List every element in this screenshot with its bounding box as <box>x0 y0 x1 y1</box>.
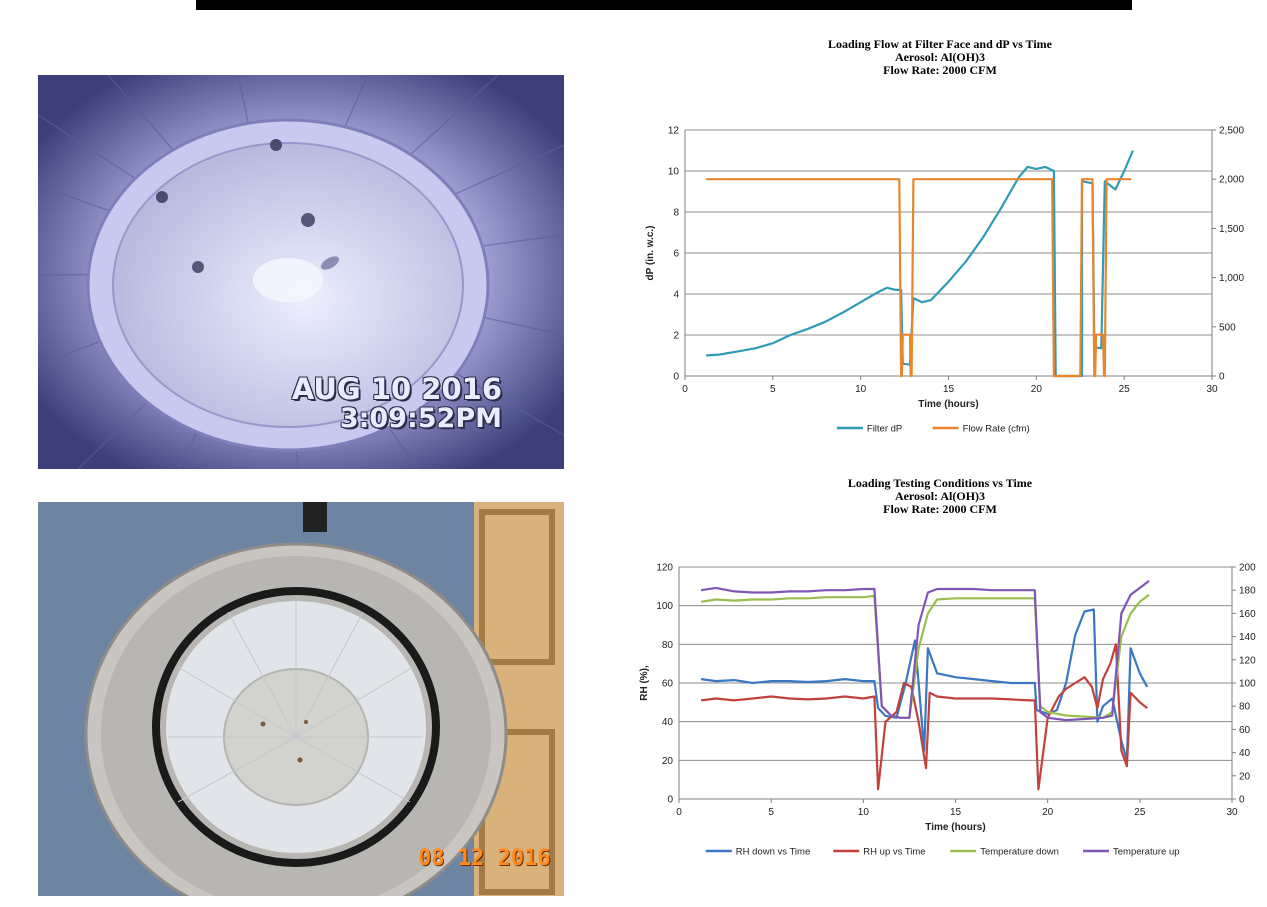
chart2-ytick-label: 80 <box>662 640 674 651</box>
chart1-xtick-label: 0 <box>682 384 688 395</box>
chart2-series-4-line <box>700 580 1150 722</box>
chart2-xtick-label: 5 <box>768 807 774 818</box>
chart1-xtick-label: 15 <box>943 384 955 395</box>
chart2-y2tick-label: 20 <box>1239 771 1251 782</box>
chart1-ytick-label: 4 <box>673 290 679 301</box>
photo-date-stamp: AUG 10 2016 <box>291 372 502 406</box>
chart2-svg: 0204060801001200204060801001201401601802… <box>639 563 1256 858</box>
chart1-y2tick-label: 1,000 <box>1219 273 1244 284</box>
chart2-legend-label-1: RH down vs Time <box>736 847 810 858</box>
chart2-ytick-label: 20 <box>662 756 674 767</box>
chart2-y2tick-label: 80 <box>1239 702 1251 713</box>
chart1-series-1-line <box>706 150 1134 378</box>
filter-interior-photo: AUG 10 2016 3:09:52PM <box>38 75 564 469</box>
chart1-title: Loading Flow at Filter Face and dP vs Ti… <box>740 38 1140 77</box>
chart1-x-axis-label: Time (hours) <box>918 399 978 410</box>
chart1-title-line2: Aerosol: Al(OH)3 <box>894 50 986 64</box>
chart2-legend-label-3: Temperature down <box>980 847 1059 858</box>
chart1-xtick-label: 25 <box>1119 384 1131 395</box>
chart1-ytick-label: 10 <box>668 167 680 178</box>
chart2-y-axis-label: RH (%), <box>639 665 650 701</box>
chart1-xtick-label: 20 <box>1031 384 1043 395</box>
chart1-y2tick-label: 2,500 <box>1219 126 1244 137</box>
chart1-xtick-label: 30 <box>1206 384 1218 395</box>
chart1-title-line1: Loading Flow at Filter Face and dP vs Ti… <box>827 37 1052 51</box>
chart1-y2tick-label: 2,000 <box>1219 175 1244 186</box>
chart2-series-3-line <box>700 593 1150 719</box>
chart1-ytick-label: 6 <box>673 249 679 260</box>
chart1-title-line3: Flow Rate: 2000 CFM <box>883 63 997 77</box>
chart1-y-axis-label: dP (in. w.c.) <box>645 225 656 280</box>
chart2-ytick-label: 120 <box>656 563 673 574</box>
chart2-series-2-line <box>700 643 1148 791</box>
chart2-xtick-label: 30 <box>1226 807 1238 818</box>
photo-time-stamp: 3:09:52PM <box>339 403 502 434</box>
chart2-xtick-label: 10 <box>858 807 870 818</box>
chart2-y2tick-label: 60 <box>1239 725 1251 736</box>
chart2-title-line2: Aerosol: Al(OH)3 <box>894 489 986 503</box>
chart2-y2tick-label: 0 <box>1239 795 1245 806</box>
chart2-xtick-label: 20 <box>1042 807 1054 818</box>
photo-date-stamp-2: 08 12 2016 <box>418 846 551 871</box>
chart1-ytick-label: 2 <box>673 331 679 342</box>
chart2-ytick-label: 0 <box>667 795 673 806</box>
chart2-legend-label-4: Temperature up <box>1113 847 1180 858</box>
chart2-xtick-label: 0 <box>676 807 682 818</box>
chart2-y2tick-label: 180 <box>1239 586 1256 597</box>
chart2-ytick-label: 100 <box>656 601 673 612</box>
chart1-ytick-label: 12 <box>668 126 680 137</box>
chart1-legend-label-2: Flow Rate (cfm) <box>963 424 1030 435</box>
chart1-y2tick-label: 1,500 <box>1219 224 1244 235</box>
chart1-series-2-line <box>706 178 1132 378</box>
chart2-y2tick-label: 200 <box>1239 563 1256 574</box>
chart2-y2tick-label: 140 <box>1239 632 1256 643</box>
chart2-y2tick-label: 40 <box>1239 748 1251 759</box>
chart2-title-line1: Loading Testing Conditions vs Time <box>847 476 1033 490</box>
chart1-svg: 0 2 4 6 8 10 12 0 500 1,000 1,500 2,000 2,500 0 5 10 15 2… <box>645 126 1244 435</box>
chart2-title: Loading Testing Conditions vs Time Aeros… <box>740 477 1140 516</box>
chart1-y2tick-label: 0 <box>1219 372 1225 383</box>
chart2-xtick-label: 25 <box>1134 807 1146 818</box>
chart1-ytick-label: 8 <box>673 208 679 219</box>
filter-top-photo: 08 12 2016 <box>38 502 564 896</box>
chart2-y2tick-label: 120 <box>1239 655 1256 666</box>
chart1-xtick-label: 10 <box>855 384 867 395</box>
chart2-ytick-label: 60 <box>662 679 674 690</box>
chart2-legend-label-2: RH up vs Time <box>863 847 925 858</box>
chart1-y2tick-label: 500 <box>1219 322 1236 333</box>
chart1-ytick-label: 0 <box>673 372 679 383</box>
chart2-y2tick-label: 100 <box>1239 679 1256 690</box>
chart2-y2tick-label: 160 <box>1239 609 1256 620</box>
chart2-xtick-label: 15 <box>950 807 962 818</box>
chart2-series-1-line <box>700 608 1149 762</box>
chart2-x-axis-label: Time (hours) <box>925 822 985 833</box>
chart1-xtick-label: 5 <box>770 384 776 395</box>
chart1-legend-label-1: Filter dP <box>867 424 902 435</box>
header-bar <box>196 0 1132 10</box>
chart2-title-line3: Flow Rate: 2000 CFM <box>883 502 997 516</box>
chart2-ytick-label: 40 <box>662 717 674 728</box>
